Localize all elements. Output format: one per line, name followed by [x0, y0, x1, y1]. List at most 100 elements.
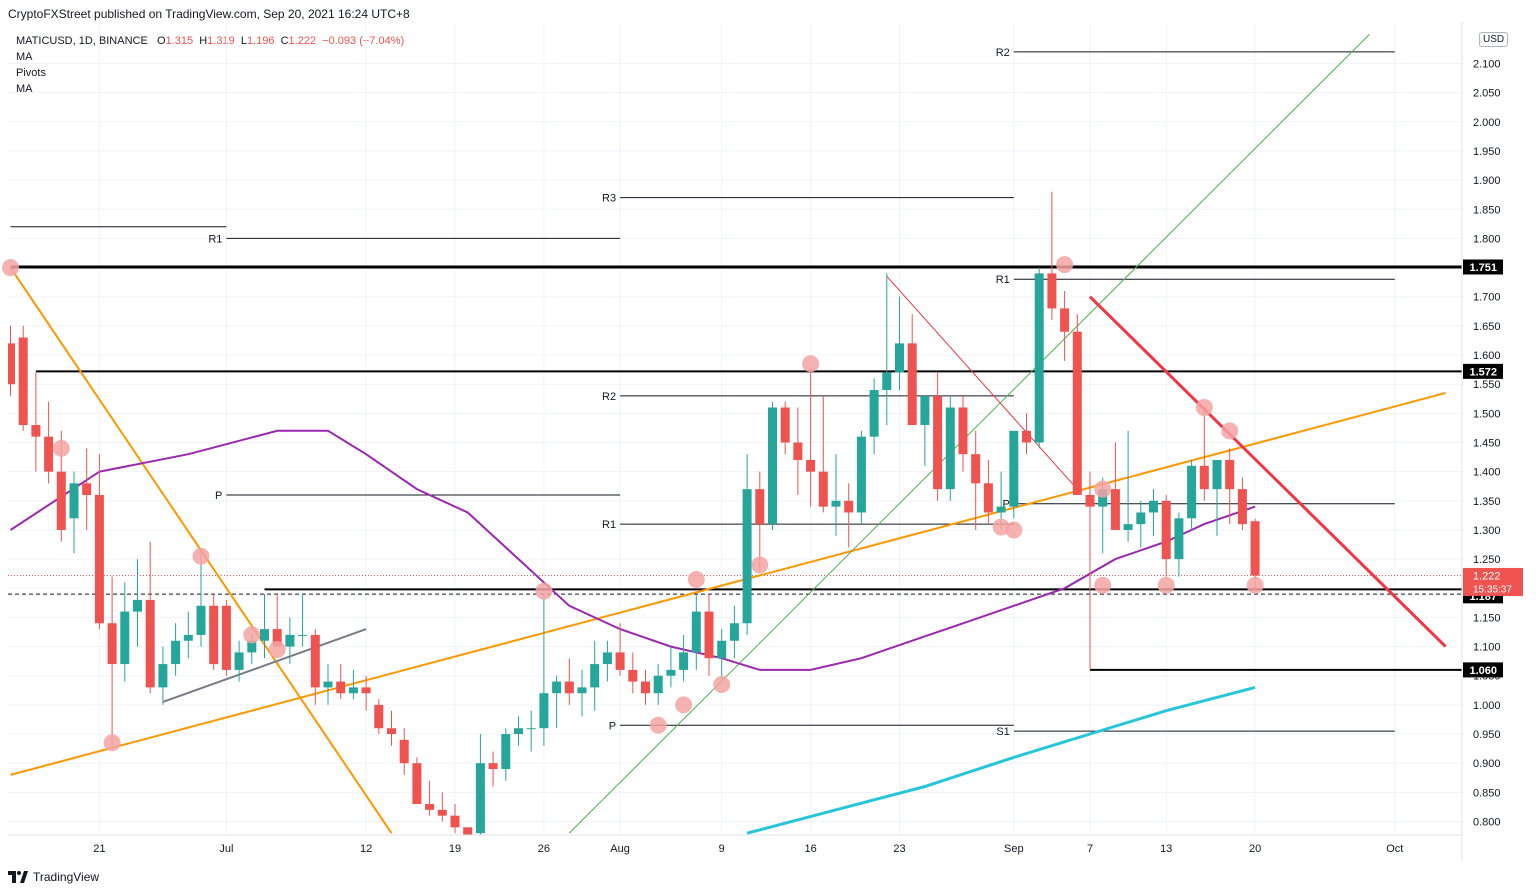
candle-body [1225, 459, 1235, 490]
touch-marker [103, 734, 121, 752]
candle-body [1022, 430, 1031, 443]
price-tick-label: 1.850 [1473, 204, 1501, 216]
candle [628, 652, 638, 694]
candle [768, 401, 777, 530]
touch-marker [535, 582, 553, 600]
open-key: O [156, 35, 166, 47]
candle-body [1009, 430, 1019, 507]
price-tick-label: 0.900 [1473, 758, 1501, 770]
candle [1047, 191, 1057, 321]
pivot-label: P [215, 490, 222, 502]
candle-body [348, 687, 358, 694]
candle [69, 471, 79, 554]
candle [1123, 430, 1133, 542]
candle [1149, 489, 1158, 536]
touch-marker [268, 640, 286, 658]
candle-body [971, 454, 981, 484]
price-tick-label: 1.550 [1473, 379, 1501, 391]
candle-body [831, 500, 841, 507]
candle [475, 734, 485, 835]
candle-body [56, 471, 66, 530]
change-value: −0.093 (−7.04%) [322, 35, 405, 47]
indicator-ma-1[interactable]: MA [16, 51, 33, 63]
candle-body [704, 611, 714, 659]
candle-body [387, 728, 396, 735]
touch-marker [675, 696, 693, 714]
time-tick-label: 16 [804, 843, 816, 855]
symbol-label[interactable]: MATICUSD, 1D, BINANCE [16, 35, 148, 47]
touch-marker [1157, 576, 1175, 594]
candle-body [742, 489, 752, 624]
candle-body [691, 611, 701, 653]
time-tick-label: 13 [1160, 843, 1172, 855]
candle [399, 728, 409, 775]
candle [1199, 407, 1209, 501]
candle [1022, 413, 1031, 455]
candle [590, 640, 600, 711]
candle [564, 658, 574, 705]
candle-body [729, 623, 739, 641]
candle-body [336, 681, 346, 694]
touch-marker [243, 626, 261, 644]
candle-body [145, 599, 155, 688]
price-tick-label: 1.250 [1473, 554, 1501, 566]
candle [1060, 290, 1070, 361]
candle-body [412, 763, 422, 805]
candle-body [44, 436, 54, 472]
touch-marker [1221, 422, 1239, 440]
time-tick-label: 7 [1087, 843, 1093, 855]
candle [691, 594, 701, 670]
candle [971, 430, 981, 530]
open-value: 1.315 [165, 35, 194, 47]
indicator-pivots[interactable]: Pivots [16, 67, 46, 79]
last-price-badge: 1.222 [1473, 570, 1501, 582]
candle-body [234, 652, 244, 670]
time-tick-label: Oct [1386, 843, 1403, 855]
trendline [10, 391, 1446, 776]
candle [882, 273, 892, 426]
low-key: L [240, 35, 247, 47]
candle [1009, 430, 1019, 519]
candle-body [514, 728, 523, 735]
candle [729, 605, 739, 659]
candle [336, 664, 346, 700]
candle [945, 395, 955, 501]
currency-badge[interactable]: USD [1479, 32, 1509, 47]
touch-marker [1056, 256, 1074, 274]
time-tick-label: Jul [219, 843, 233, 855]
candle [82, 448, 92, 530]
candle-body [158, 664, 168, 688]
candle [666, 646, 676, 688]
candle-body [1250, 521, 1260, 576]
time-tick-label: Sep [1004, 843, 1024, 855]
candle-body [615, 652, 625, 670]
candle-body [475, 763, 485, 834]
candle [806, 366, 816, 507]
price-tick-label: 1.900 [1473, 175, 1501, 187]
candle [679, 634, 689, 682]
level-badge: 1.572 [1469, 366, 1497, 378]
candle [1225, 448, 1235, 525]
candle [1237, 477, 1247, 530]
candle-body [374, 704, 384, 729]
candle-body [755, 489, 765, 525]
candle [1161, 494, 1171, 577]
candle-body [793, 442, 803, 460]
candle-body [18, 337, 28, 426]
candle-body [69, 483, 79, 519]
candle-body [945, 407, 955, 490]
high-value: 1.319 [207, 35, 235, 47]
candle-body [1212, 459, 1222, 490]
candle-body [577, 687, 587, 694]
touch-marker [2, 259, 19, 277]
indicator-ma-2[interactable]: MA [16, 83, 33, 95]
candle-body [82, 483, 92, 495]
level-badge-bg [1463, 662, 1503, 678]
countdown-label: 15:35:37 [1473, 584, 1512, 595]
candle [983, 459, 993, 525]
candle [133, 559, 142, 647]
touch-marker [1094, 576, 1112, 594]
price-tick-label: 0.800 [1473, 817, 1501, 829]
candle [387, 710, 396, 746]
